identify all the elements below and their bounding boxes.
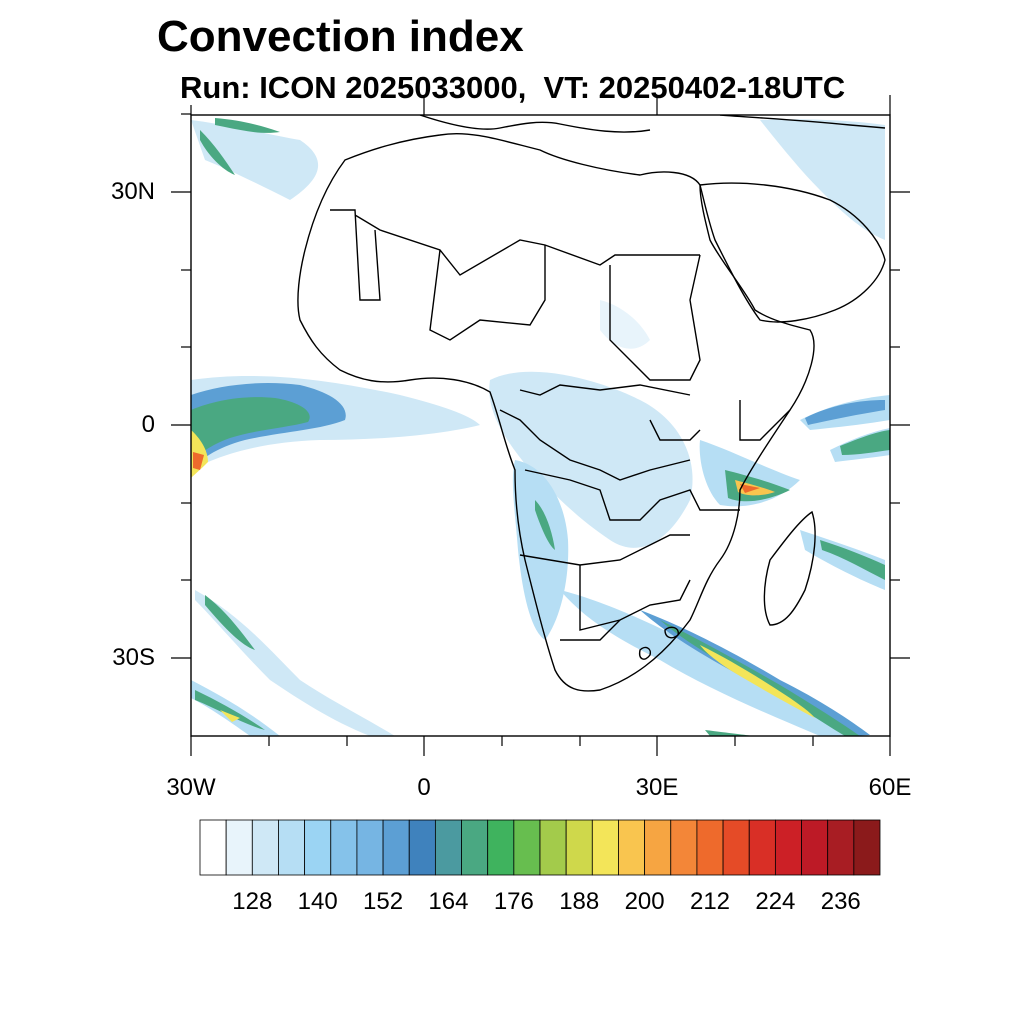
lon-label-30w: 30W bbox=[166, 774, 216, 801]
colorbar-box bbox=[644, 819, 672, 876]
colorbar-box bbox=[670, 819, 698, 876]
lat-label-30s: 30S bbox=[112, 644, 155, 671]
colorbar-box bbox=[330, 819, 358, 876]
colorbar-box bbox=[539, 819, 567, 876]
colorbar-tick-label: 212 bbox=[689, 888, 731, 915]
colorbar-tick-label: 200 bbox=[624, 888, 665, 915]
colorbar-box bbox=[565, 819, 593, 876]
colorbar-box bbox=[487, 819, 515, 876]
colorbar-box bbox=[853, 819, 881, 876]
lat-label-30n: 30N bbox=[110, 178, 155, 205]
colorbar bbox=[199, 819, 881, 876]
colorbar-box bbox=[618, 819, 646, 876]
lon-label-30e: 30E bbox=[635, 774, 679, 801]
colorbar-box bbox=[278, 819, 306, 876]
lon-label-60e: 60E bbox=[868, 774, 912, 801]
coastlines bbox=[297, 115, 886, 692]
colorbar-box bbox=[304, 819, 332, 876]
colorbar-box bbox=[408, 819, 436, 876]
colorbar-box bbox=[827, 819, 855, 876]
chart-subtitle: Run: ICON 2025033000, VT: 20250402-18UTC bbox=[180, 70, 846, 105]
colorbar-tick-label: 224 bbox=[755, 888, 796, 915]
colorbar-tick-label: 128 bbox=[232, 888, 273, 915]
colorbar-tick-label: 188 bbox=[559, 888, 600, 915]
colorbar-tick-label: 152 bbox=[363, 888, 404, 915]
colorbar-box bbox=[801, 819, 829, 876]
axis-ticks bbox=[171, 95, 910, 756]
colorbar-box bbox=[225, 819, 253, 876]
colorbar-tick-label: 164 bbox=[428, 888, 469, 915]
colorbar-box bbox=[356, 819, 384, 876]
colorbar-tick-label: 236 bbox=[820, 888, 861, 915]
chart-title: Convection index bbox=[157, 12, 524, 61]
colorbar-box bbox=[696, 819, 724, 876]
colorbar-box bbox=[434, 819, 462, 876]
colorbar-box bbox=[722, 819, 750, 876]
colorbar-box bbox=[199, 819, 227, 876]
lon-label-0: 0 bbox=[417, 774, 431, 801]
colorbar-box bbox=[774, 819, 802, 876]
colorbar-box bbox=[251, 819, 279, 876]
colorbar-box bbox=[382, 819, 410, 876]
colorbar-tick-label: 140 bbox=[297, 888, 338, 915]
colorbar-tick-label: 176 bbox=[493, 888, 534, 915]
convection-field bbox=[191, 118, 890, 736]
colorbar-box bbox=[591, 819, 619, 876]
lat-label-0: 0 bbox=[141, 411, 155, 438]
colorbar-box bbox=[513, 819, 541, 876]
colorbar-box bbox=[748, 819, 776, 876]
colorbar-box bbox=[461, 819, 489, 876]
